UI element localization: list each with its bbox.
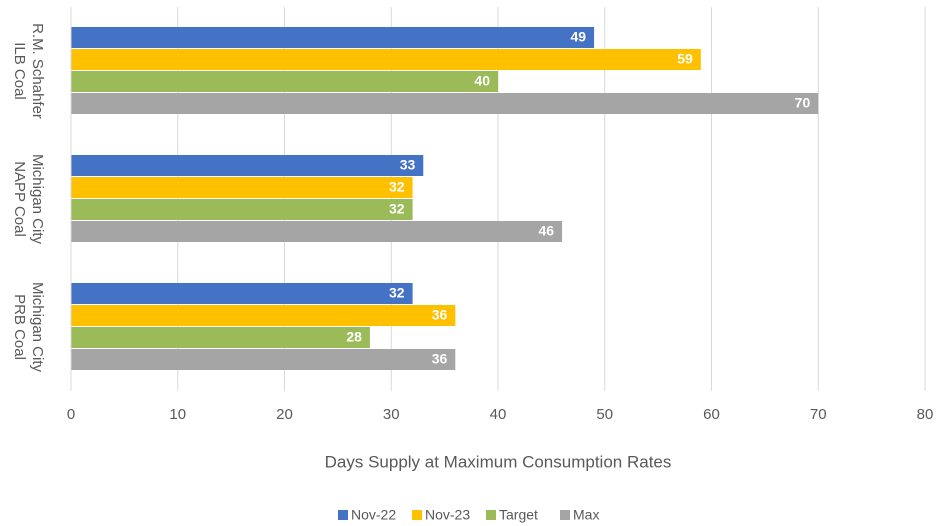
data-label: 32	[389, 201, 405, 217]
x-tick-label: 20	[276, 406, 293, 423]
bar	[71, 221, 563, 242]
x-tick-label: 30	[383, 406, 400, 423]
x-tick-label: 0	[67, 406, 75, 423]
bar	[71, 305, 456, 326]
bar	[71, 199, 413, 220]
x-tick-label: 70	[810, 406, 827, 423]
bar	[71, 349, 456, 370]
x-tick-label: 10	[169, 406, 186, 423]
data-label: 59	[677, 51, 693, 67]
bar	[71, 177, 413, 198]
data-label: 33	[400, 157, 416, 173]
x-tick-label: 50	[596, 406, 613, 423]
legend-label: Nov-23	[425, 507, 470, 523]
bar	[71, 71, 498, 92]
x-tick-label: 80	[917, 406, 934, 423]
bar	[71, 155, 424, 176]
legend-swatch	[560, 510, 570, 520]
bar	[71, 283, 413, 304]
legend-swatch	[412, 510, 422, 520]
category-label: Michigan City NAPP Coal	[11, 153, 46, 245]
x-tick-label: 60	[703, 406, 720, 423]
data-label: 70	[795, 95, 811, 111]
data-label: 28	[346, 329, 362, 345]
x-axis-label: Days Supply at Maximum Consumption Rates	[325, 452, 672, 471]
legend-label: Target	[499, 507, 538, 523]
bar	[71, 327, 370, 348]
bar	[71, 49, 701, 70]
legend-swatch	[338, 510, 348, 520]
data-label: 32	[389, 179, 405, 195]
data-label: 49	[570, 29, 586, 45]
data-label: 36	[432, 351, 448, 367]
data-label: 46	[538, 223, 554, 239]
category-label: R.M. Schahfer ILB Coal	[11, 23, 46, 119]
x-tick-label: 40	[490, 406, 507, 423]
data-label: 32	[389, 285, 405, 301]
legend-label: Nov-22	[351, 507, 396, 523]
legend-label: Max	[573, 507, 599, 523]
bar	[71, 27, 595, 48]
data-label: 36	[432, 307, 448, 323]
data-label: 40	[474, 73, 490, 89]
legend-swatch	[486, 510, 496, 520]
category-label: Michigan City PRB Coal	[11, 281, 46, 373]
bar	[71, 93, 819, 114]
